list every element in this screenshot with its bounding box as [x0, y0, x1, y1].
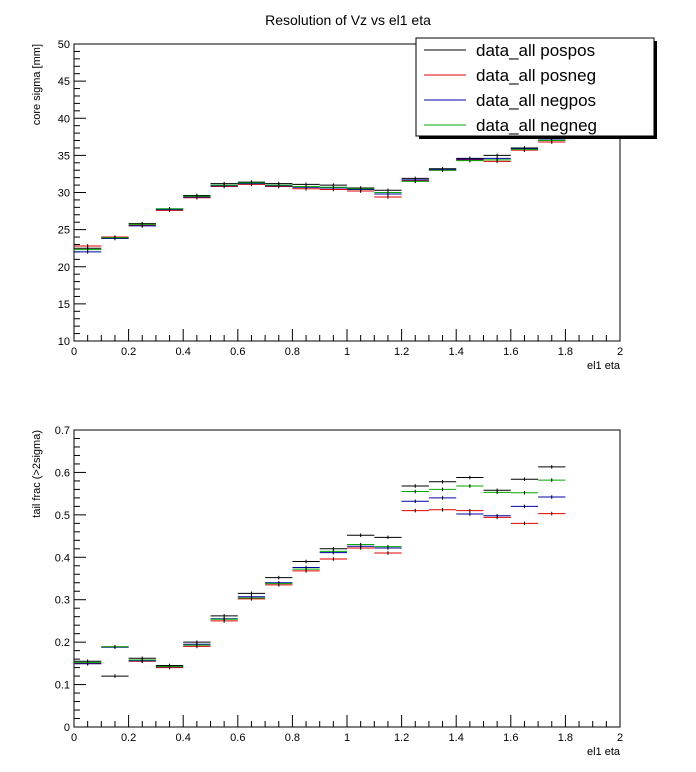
x-tick-label: 1.4: [449, 732, 464, 744]
x-tick-label: 1: [344, 732, 350, 744]
y-tick-label: 0: [64, 722, 70, 734]
y-tick-label: 10: [58, 336, 70, 348]
y-tick-label: 0.7: [55, 425, 70, 437]
x-tick-label: 1.6: [503, 346, 518, 358]
legend-label: data_all negneg: [476, 116, 597, 135]
legend-label: data_all pospos: [476, 41, 595, 60]
y-tick-label: 30: [58, 188, 70, 200]
x-tick-label: 0.4: [176, 732, 191, 744]
x-tick-label: 0.6: [230, 346, 245, 358]
plot-core-sigma: 0 0.2 0.4 0.6 0.8 1 1.2 1.4 1.6 1.8 2 10 15 20 25 30 35 4…: [31, 39, 623, 372]
y-tick-label: 45: [58, 76, 70, 88]
x-tick-label: 1.8: [558, 732, 573, 744]
x-tick-label: 0.4: [176, 346, 191, 358]
y-tick-label: 15: [58, 299, 70, 311]
series-data_all-pospos: [74, 465, 566, 678]
x-tick-label: 1: [344, 346, 350, 358]
y-tick-label: 0.6: [55, 467, 70, 479]
x-tick-label: 0.2: [121, 732, 136, 744]
x-tick-label: 0.8: [285, 346, 300, 358]
legend-entry: data_all posneg: [424, 66, 596, 85]
y-tick-label: 0.3: [55, 595, 70, 607]
y-tick-label: 25: [58, 225, 70, 237]
legend-entry: data_all negpos: [424, 91, 596, 110]
x-tick-label: 0: [71, 732, 77, 744]
legend-entry: data_all pospos: [424, 41, 595, 60]
legend-label: data_all negpos: [476, 91, 596, 110]
chart-title: Resolution of Vz vs el1 eta: [265, 12, 431, 28]
plot-frame: [73, 429, 621, 728]
plot-tail-frac: 0 0.2 0.4 0.6 0.8 1 1.2 1.4 1.6 1.8 2 0 0.1 0.2 0.3 0.4…: [31, 425, 623, 758]
series-data_all-pospos: [74, 138, 566, 250]
x-tick-label: 1.2: [394, 732, 409, 744]
y-axis-label: core sigma [mm]: [31, 44, 43, 125]
y-tick-label: 0.1: [55, 680, 70, 692]
x-tick-label: 0: [71, 346, 77, 358]
x-tick-label: 1.4: [449, 346, 464, 358]
x-tick-label: 2: [617, 732, 623, 744]
legend-box: [415, 37, 655, 137]
y-tick-label: 0.2: [55, 637, 70, 649]
legend-label: data_all posneg: [476, 66, 596, 85]
y-tick-label: 20: [58, 262, 70, 274]
y-tick-label: 40: [58, 113, 70, 125]
series-data_all-negneg: [74, 478, 566, 669]
legend: data_all pospos data_all posneg data_all n…: [415, 37, 657, 139]
x-tick-label: 1.8: [558, 346, 573, 358]
legend-entry: data_all negneg: [424, 116, 597, 135]
series-data_all-negpos: [74, 137, 566, 254]
x-tick-label: 0.6: [230, 732, 245, 744]
y-tick-label: 0.4: [55, 552, 70, 564]
y-axis-label: tail frac (>2sigma): [31, 430, 43, 518]
x-axis-label: el1 eta: [587, 746, 621, 758]
x-tick-label: 0.2: [121, 346, 136, 358]
x-axis-label: el1 eta: [587, 360, 621, 372]
series-data_all-posneg: [74, 507, 566, 670]
x-tick-label: 1.2: [394, 346, 409, 358]
series-data_all-posneg: [74, 140, 566, 248]
x-tick-label: 2: [617, 346, 623, 358]
y-tick-label: 50: [58, 39, 70, 51]
x-tick-label: 0.8: [285, 732, 300, 744]
series-data_all-negneg: [74, 138, 566, 252]
x-tick-label: 1.6: [503, 732, 518, 744]
y-tick-label: 35: [58, 150, 70, 162]
y-tick-label: 0.5: [55, 510, 70, 522]
series-data_all-negpos: [74, 495, 566, 669]
